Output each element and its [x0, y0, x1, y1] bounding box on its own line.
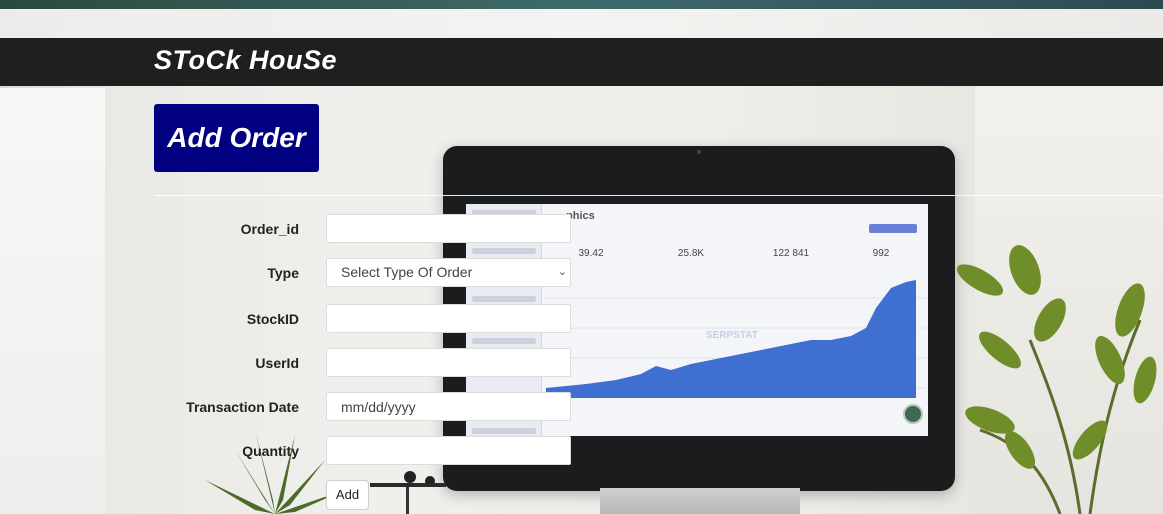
transaction-date-input[interactable]	[326, 392, 571, 421]
screen-title: phics	[566, 210, 595, 222]
user-id-label: UserId	[255, 355, 299, 371]
plant-left	[205, 430, 345, 514]
transaction-date-label: Transaction Date	[186, 399, 299, 415]
plant-right	[956, 245, 1157, 514]
type-select-value: Select Type Of Order	[341, 264, 473, 280]
monitor-camera	[697, 150, 701, 154]
type-select[interactable]: Select Type Of Order ⌄	[326, 258, 571, 287]
divider-line	[155, 195, 1163, 196]
chevron-down-icon: ⌄	[557, 266, 567, 278]
quantity-label: Quantity	[242, 443, 299, 459]
user-id-input[interactable]	[326, 348, 571, 377]
quantity-input[interactable]	[326, 436, 571, 465]
stock-id-input[interactable]	[326, 304, 571, 333]
screen-round-icon	[903, 404, 923, 424]
lamp-decoration	[370, 471, 446, 514]
screen-button	[869, 224, 917, 233]
screen-stat: 122 841	[772, 248, 810, 259]
brand-logo-text[interactable]: SToCk HouSe	[154, 45, 338, 75]
order-id-input[interactable]	[326, 214, 571, 243]
screen-stat: 25.8K	[677, 248, 705, 259]
navbar	[0, 38, 1163, 86]
screen-area-chart: SERPSTAT	[546, 280, 926, 398]
screen-stat: 992	[872, 248, 890, 259]
add-button[interactable]: Add	[326, 480, 369, 510]
screen-stats: 39.42 25.8K 122 841 992	[546, 238, 926, 272]
page-title: Add Order	[154, 104, 319, 172]
background-window	[0, 88, 105, 514]
type-label: Type	[267, 265, 299, 281]
top-gap	[0, 9, 1163, 38]
stock-id-label: StockID	[246, 311, 299, 327]
monitor-stand	[600, 488, 800, 514]
screen-stat: 39.42	[578, 248, 604, 259]
screen-watermark: SERPSTAT	[706, 330, 758, 341]
order-id-label: Order_id	[240, 221, 299, 237]
top-strip	[0, 0, 1163, 9]
